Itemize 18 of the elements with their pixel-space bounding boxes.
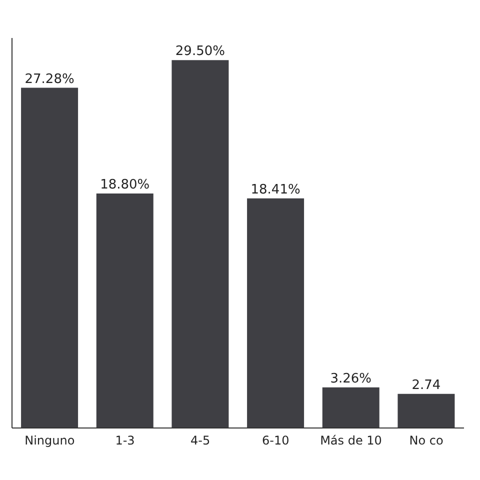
bar bbox=[21, 88, 78, 428]
data-label: 18.80% bbox=[100, 178, 150, 193]
x-tick-label: 1-3 bbox=[115, 434, 135, 448]
x-tick-label: 6-10 bbox=[262, 434, 290, 448]
data-label: 3.26% bbox=[330, 371, 372, 386]
bar bbox=[172, 60, 229, 428]
data-label: 27.28% bbox=[24, 72, 74, 87]
data-label: 2.74 bbox=[412, 378, 441, 393]
x-tick-label: Más de 10 bbox=[320, 434, 382, 448]
data-label: 18.41% bbox=[250, 182, 300, 198]
x-tick-label: No co bbox=[409, 434, 444, 448]
bar bbox=[322, 387, 380, 428]
bar bbox=[96, 194, 154, 428]
bar bbox=[398, 394, 455, 428]
bar bbox=[247, 198, 304, 428]
x-tick-label: Ninguno bbox=[24, 434, 75, 448]
x-tick-label: 4-5 bbox=[190, 434, 210, 448]
data-label: 29.50% bbox=[175, 44, 225, 60]
